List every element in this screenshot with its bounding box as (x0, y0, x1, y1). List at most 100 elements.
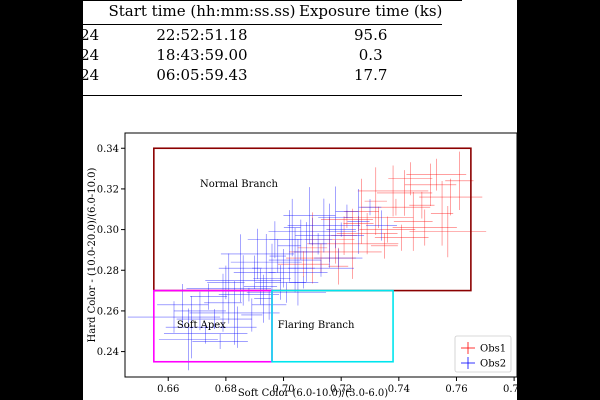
obs2-point (189, 281, 280, 345)
obs2-point (293, 222, 320, 282)
obs1-point (419, 178, 483, 216)
obs1-point (404, 163, 457, 207)
y-tick-label: 0.30 (97, 225, 119, 236)
obs1-point (343, 206, 414, 229)
y-tick-label: 0.28 (97, 266, 119, 277)
x-tick-label: 0.70 (272, 384, 294, 395)
obs2-point (268, 239, 328, 306)
header-exposure: Exposure time (ks) (299, 0, 443, 25)
table-row: 2024 06:05:59.43 17.7 (61, 65, 442, 85)
y-tick-label: 0.34 (97, 144, 119, 155)
obs1-point (277, 251, 330, 278)
obs2-point (268, 227, 322, 293)
cell-exposure: 17.7 (354, 66, 388, 84)
x-tick-label: 0.68 (215, 384, 237, 395)
data-layer (127, 151, 487, 371)
header-date: yy) (61, 0, 105, 25)
obs1-point (409, 206, 487, 258)
obs1-point (406, 158, 467, 191)
obs2-point (176, 309, 253, 330)
obs1-point (370, 233, 398, 259)
obs2-point (204, 273, 242, 332)
obs1-point (374, 224, 429, 251)
color-color-diagram: Normal Branch Soft Apex Flaring Branch 0.66… (83, 100, 525, 400)
obs2-point (218, 306, 257, 348)
obs1-point (388, 162, 433, 196)
obs2-point (277, 210, 301, 282)
obs2-point (127, 301, 221, 333)
obs2-point (165, 296, 217, 359)
obs1-point (393, 192, 433, 251)
obs2-point (230, 233, 302, 291)
obs2-point (190, 283, 228, 310)
table-row: 2024 22:52:51.18 95.6 (61, 25, 442, 46)
obs2-point (335, 204, 359, 218)
obs1-point (392, 209, 457, 246)
obs2-point (358, 199, 382, 216)
obs2-point (287, 198, 361, 253)
obs2-point (318, 186, 353, 249)
cell-date: 2024 (61, 26, 100, 44)
x-axis-label: Soft Color (6.0-10.0)/(3.0-6.0) (238, 388, 388, 399)
x-tick-label: 0.74 (388, 384, 410, 395)
obs2-point (283, 187, 336, 244)
y-tick-label: 0.26 (97, 306, 119, 317)
x-tick-label: 0.78 (503, 384, 517, 395)
obs1-point (364, 167, 387, 235)
cell-start-time: 18:43:59.00 (156, 46, 248, 64)
obs1-point (445, 151, 474, 210)
obs1-point (430, 180, 454, 246)
obs2-point (314, 248, 363, 268)
region-label: Flaring Branch (278, 320, 355, 331)
obs2-point (241, 298, 263, 332)
y-tick-label: 0.32 (97, 184, 119, 195)
header-start-time: Start time (hh:mm:ss.ss) (105, 0, 299, 25)
y-axis-label: Hard Color - (10.0-20.0)/(6.0-10.0) (87, 167, 98, 342)
legend-label: Obs2 (480, 359, 506, 370)
obs1-point (336, 213, 398, 255)
chart-svg: Normal Branch Soft Apex Flaring Branch 0.66… (87, 132, 525, 399)
obs1-point (359, 216, 416, 243)
obs2-point (247, 221, 303, 259)
x-tick-label: 0.76 (445, 384, 467, 395)
obs2-point (192, 333, 248, 349)
obs2-point (295, 203, 365, 268)
cell-start-time: 22:52:51.18 (156, 26, 248, 44)
cell-date: 2024 (61, 46, 100, 64)
region-label: Normal Branch (200, 179, 279, 190)
obs2-point (173, 291, 226, 331)
obs1-point (376, 170, 433, 216)
obs2-point (220, 228, 295, 280)
obs2-point (158, 308, 218, 371)
obs2-point (283, 198, 301, 257)
table-header-row: yy) Start time (hh:mm:ss.ss) Exposure ti… (61, 0, 443, 25)
legend-label: Obs1 (480, 344, 506, 355)
table-bottom-rule (83, 95, 462, 96)
right-black-margin (517, 0, 600, 400)
obs2-point (205, 255, 282, 306)
obs2-point (366, 210, 397, 241)
obs2-point (207, 265, 245, 300)
cell-start-time: 06:05:59.43 (156, 66, 248, 84)
table-row: 2024 18:43:59.00 0.3 (61, 45, 442, 65)
obs2-point (186, 253, 272, 324)
y-tick-label: 0.24 (97, 347, 119, 358)
region-label: Soft Apex (177, 320, 226, 331)
cell-date: 2024 (61, 66, 100, 84)
obs1-point (357, 165, 429, 217)
cell-exposure: 0.3 (358, 46, 383, 64)
obs2-point (268, 217, 357, 246)
cell-exposure: 95.6 (354, 26, 388, 44)
obs2-point (309, 233, 328, 255)
left-black-margin (0, 0, 83, 400)
obs2-point (218, 234, 262, 303)
obs2-point (288, 259, 354, 277)
obs2-point (251, 289, 287, 320)
region-box (271, 289, 394, 363)
obs2-point (246, 282, 327, 303)
obs2-point (163, 322, 248, 344)
obs2-point (254, 274, 273, 323)
obs2-point (347, 189, 370, 254)
obs2-point (326, 222, 356, 237)
